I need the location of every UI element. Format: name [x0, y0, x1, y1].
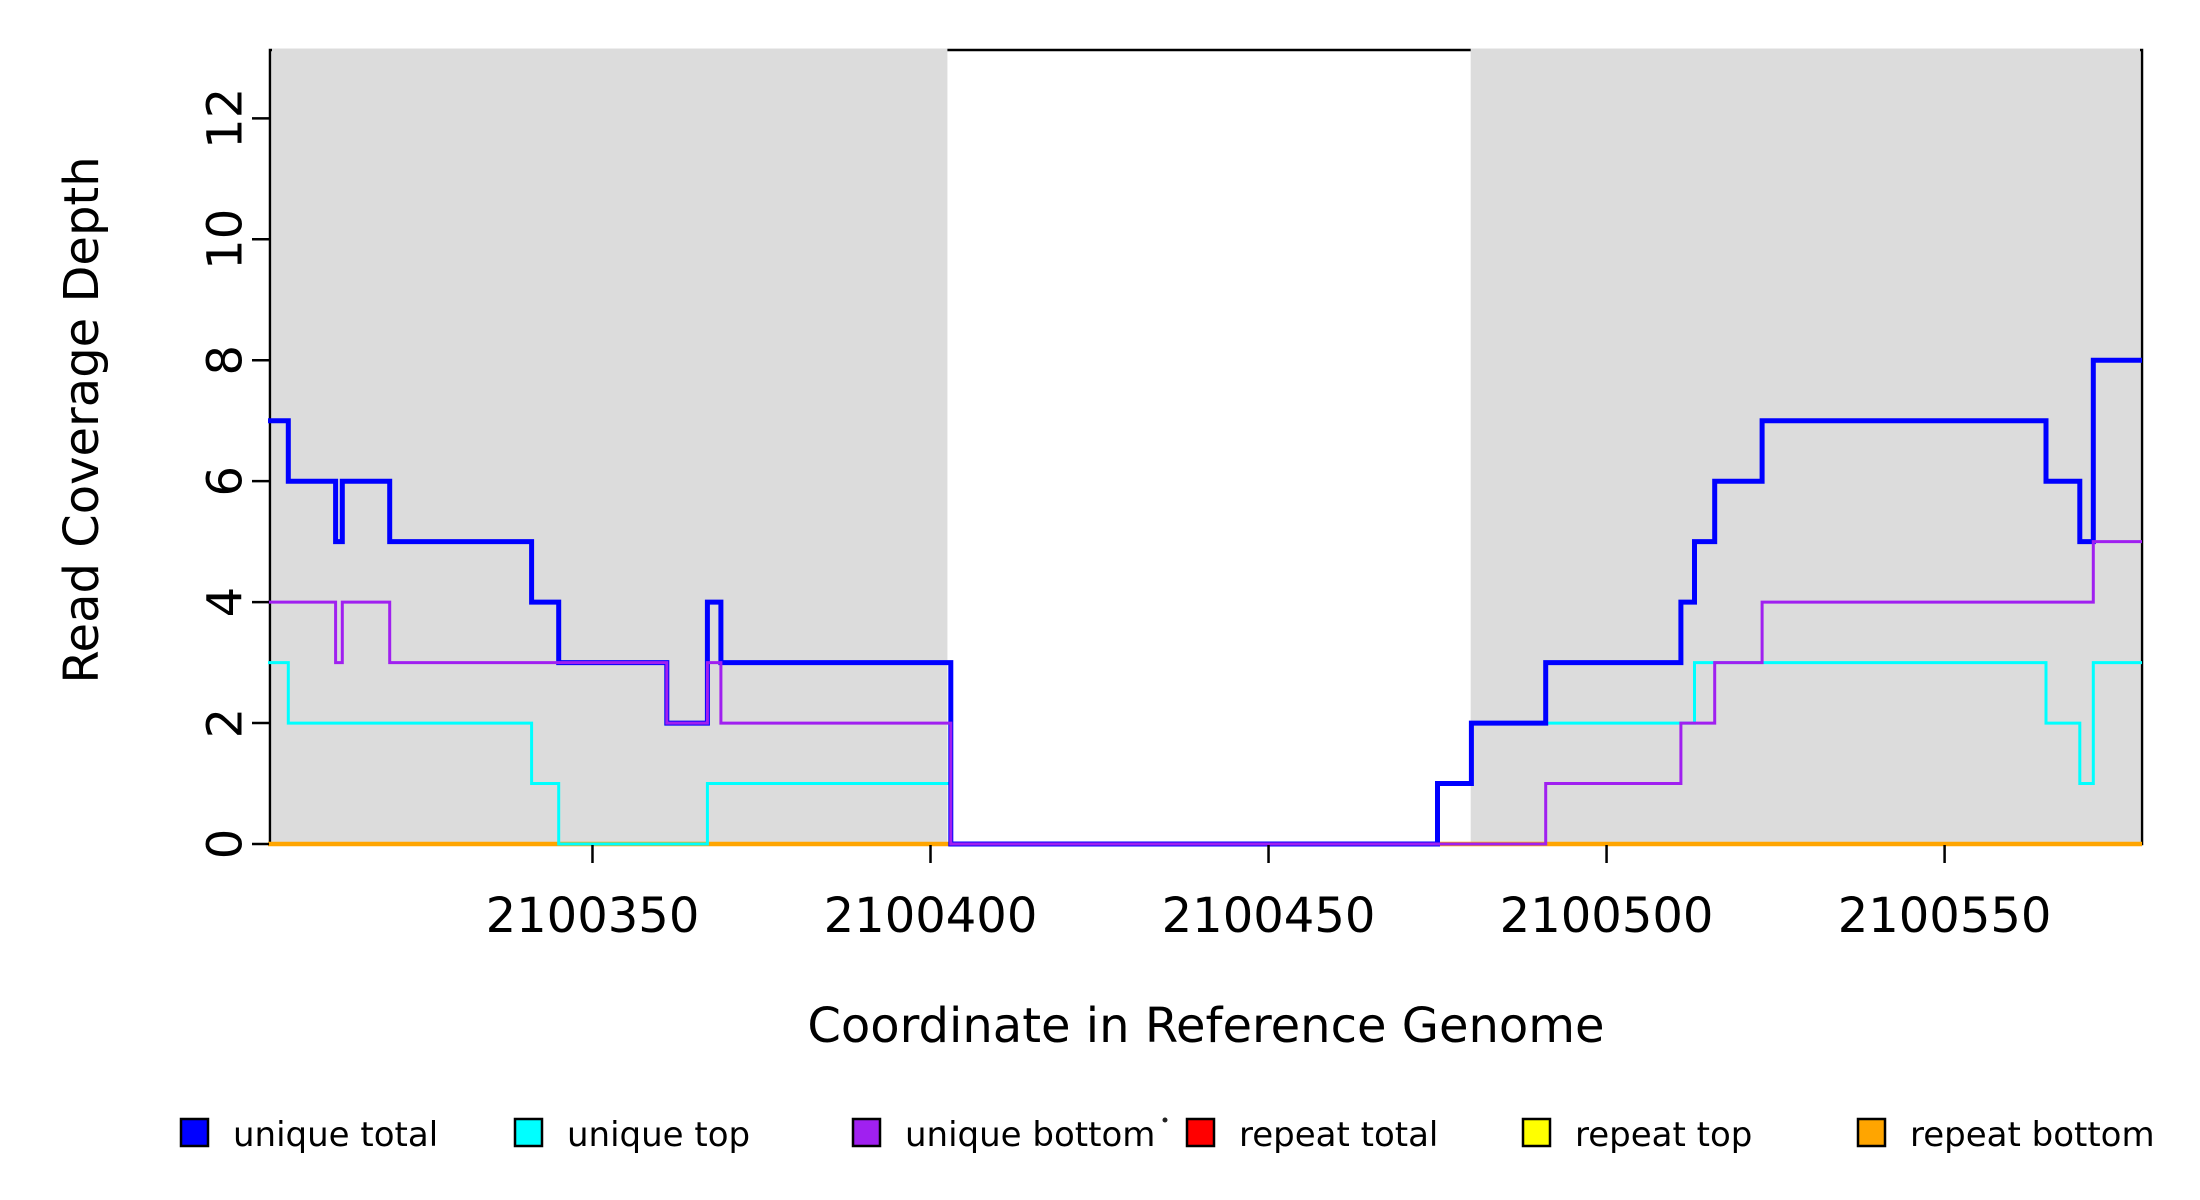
- y-tick-label: 0: [197, 829, 253, 860]
- legend: unique total unique top unique bottom repea…: [179, 1115, 2155, 1155]
- axes: 2100350 2100400 2100450 2100500 2100550 0 2 4 6 8…: [197, 88, 2051, 944]
- y-tick-label: 4: [197, 587, 253, 618]
- legend-item-repeat-total: repeat total: [1185, 1115, 1438, 1155]
- legend-swatch-unique-total: [179, 1117, 210, 1148]
- y-tick-label: 2: [197, 708, 253, 739]
- x-tick-label: 2100400: [824, 888, 1038, 944]
- legend-swatch-repeat-bottom: [1856, 1117, 1887, 1148]
- legend-label: repeat bottom: [1910, 1115, 2155, 1155]
- y-axis-title: Read Coverage Depth: [54, 156, 110, 683]
- legend-item-repeat-top: repeat top: [1521, 1115, 1752, 1155]
- legend-item-unique-top: unique top: [513, 1115, 750, 1155]
- legend-item-unique-total: unique total: [179, 1115, 438, 1155]
- y-tick-label: 6: [197, 466, 253, 497]
- legend-item-repeat-bottom: repeat bottom: [1856, 1115, 2155, 1155]
- coverage-step-lines: [268, 357, 2142, 847]
- x-tick-label: 2100500: [1500, 888, 1714, 944]
- x-axis-title: Coordinate in Reference Genome: [807, 998, 1604, 1054]
- legend-swatch-unique-bottom: [851, 1117, 882, 1148]
- shaded-region-1: [272, 48, 948, 842]
- stray-dot: [1162, 1117, 1168, 1123]
- legend-label: unique bottom: [905, 1115, 1155, 1155]
- legend-swatch-repeat-total: [1185, 1117, 1216, 1148]
- y-tick-label: 10: [197, 209, 253, 270]
- legend-item-unique-bottom: unique bottom: [851, 1115, 1155, 1155]
- x-tick-label: 2100550: [1838, 888, 2052, 944]
- legend-swatch-unique-top: [513, 1117, 544, 1148]
- legend-label: repeat total: [1239, 1115, 1438, 1155]
- x-tick-label: 2100450: [1162, 888, 1376, 944]
- legend-label: unique total: [233, 1115, 438, 1155]
- x-tick-label: 2100350: [486, 888, 700, 944]
- shaded-region-2: [1470, 48, 2140, 842]
- legend-swatch-repeat-top: [1521, 1117, 1552, 1148]
- legend-label: repeat top: [1575, 1115, 1752, 1155]
- y-tick-label: 12: [197, 88, 253, 149]
- y-tick-label: 8: [197, 345, 253, 376]
- legend-label: unique top: [567, 1115, 750, 1155]
- shaded-regions: [272, 48, 2140, 842]
- series-line-unique-bottom: [268, 540, 2142, 846]
